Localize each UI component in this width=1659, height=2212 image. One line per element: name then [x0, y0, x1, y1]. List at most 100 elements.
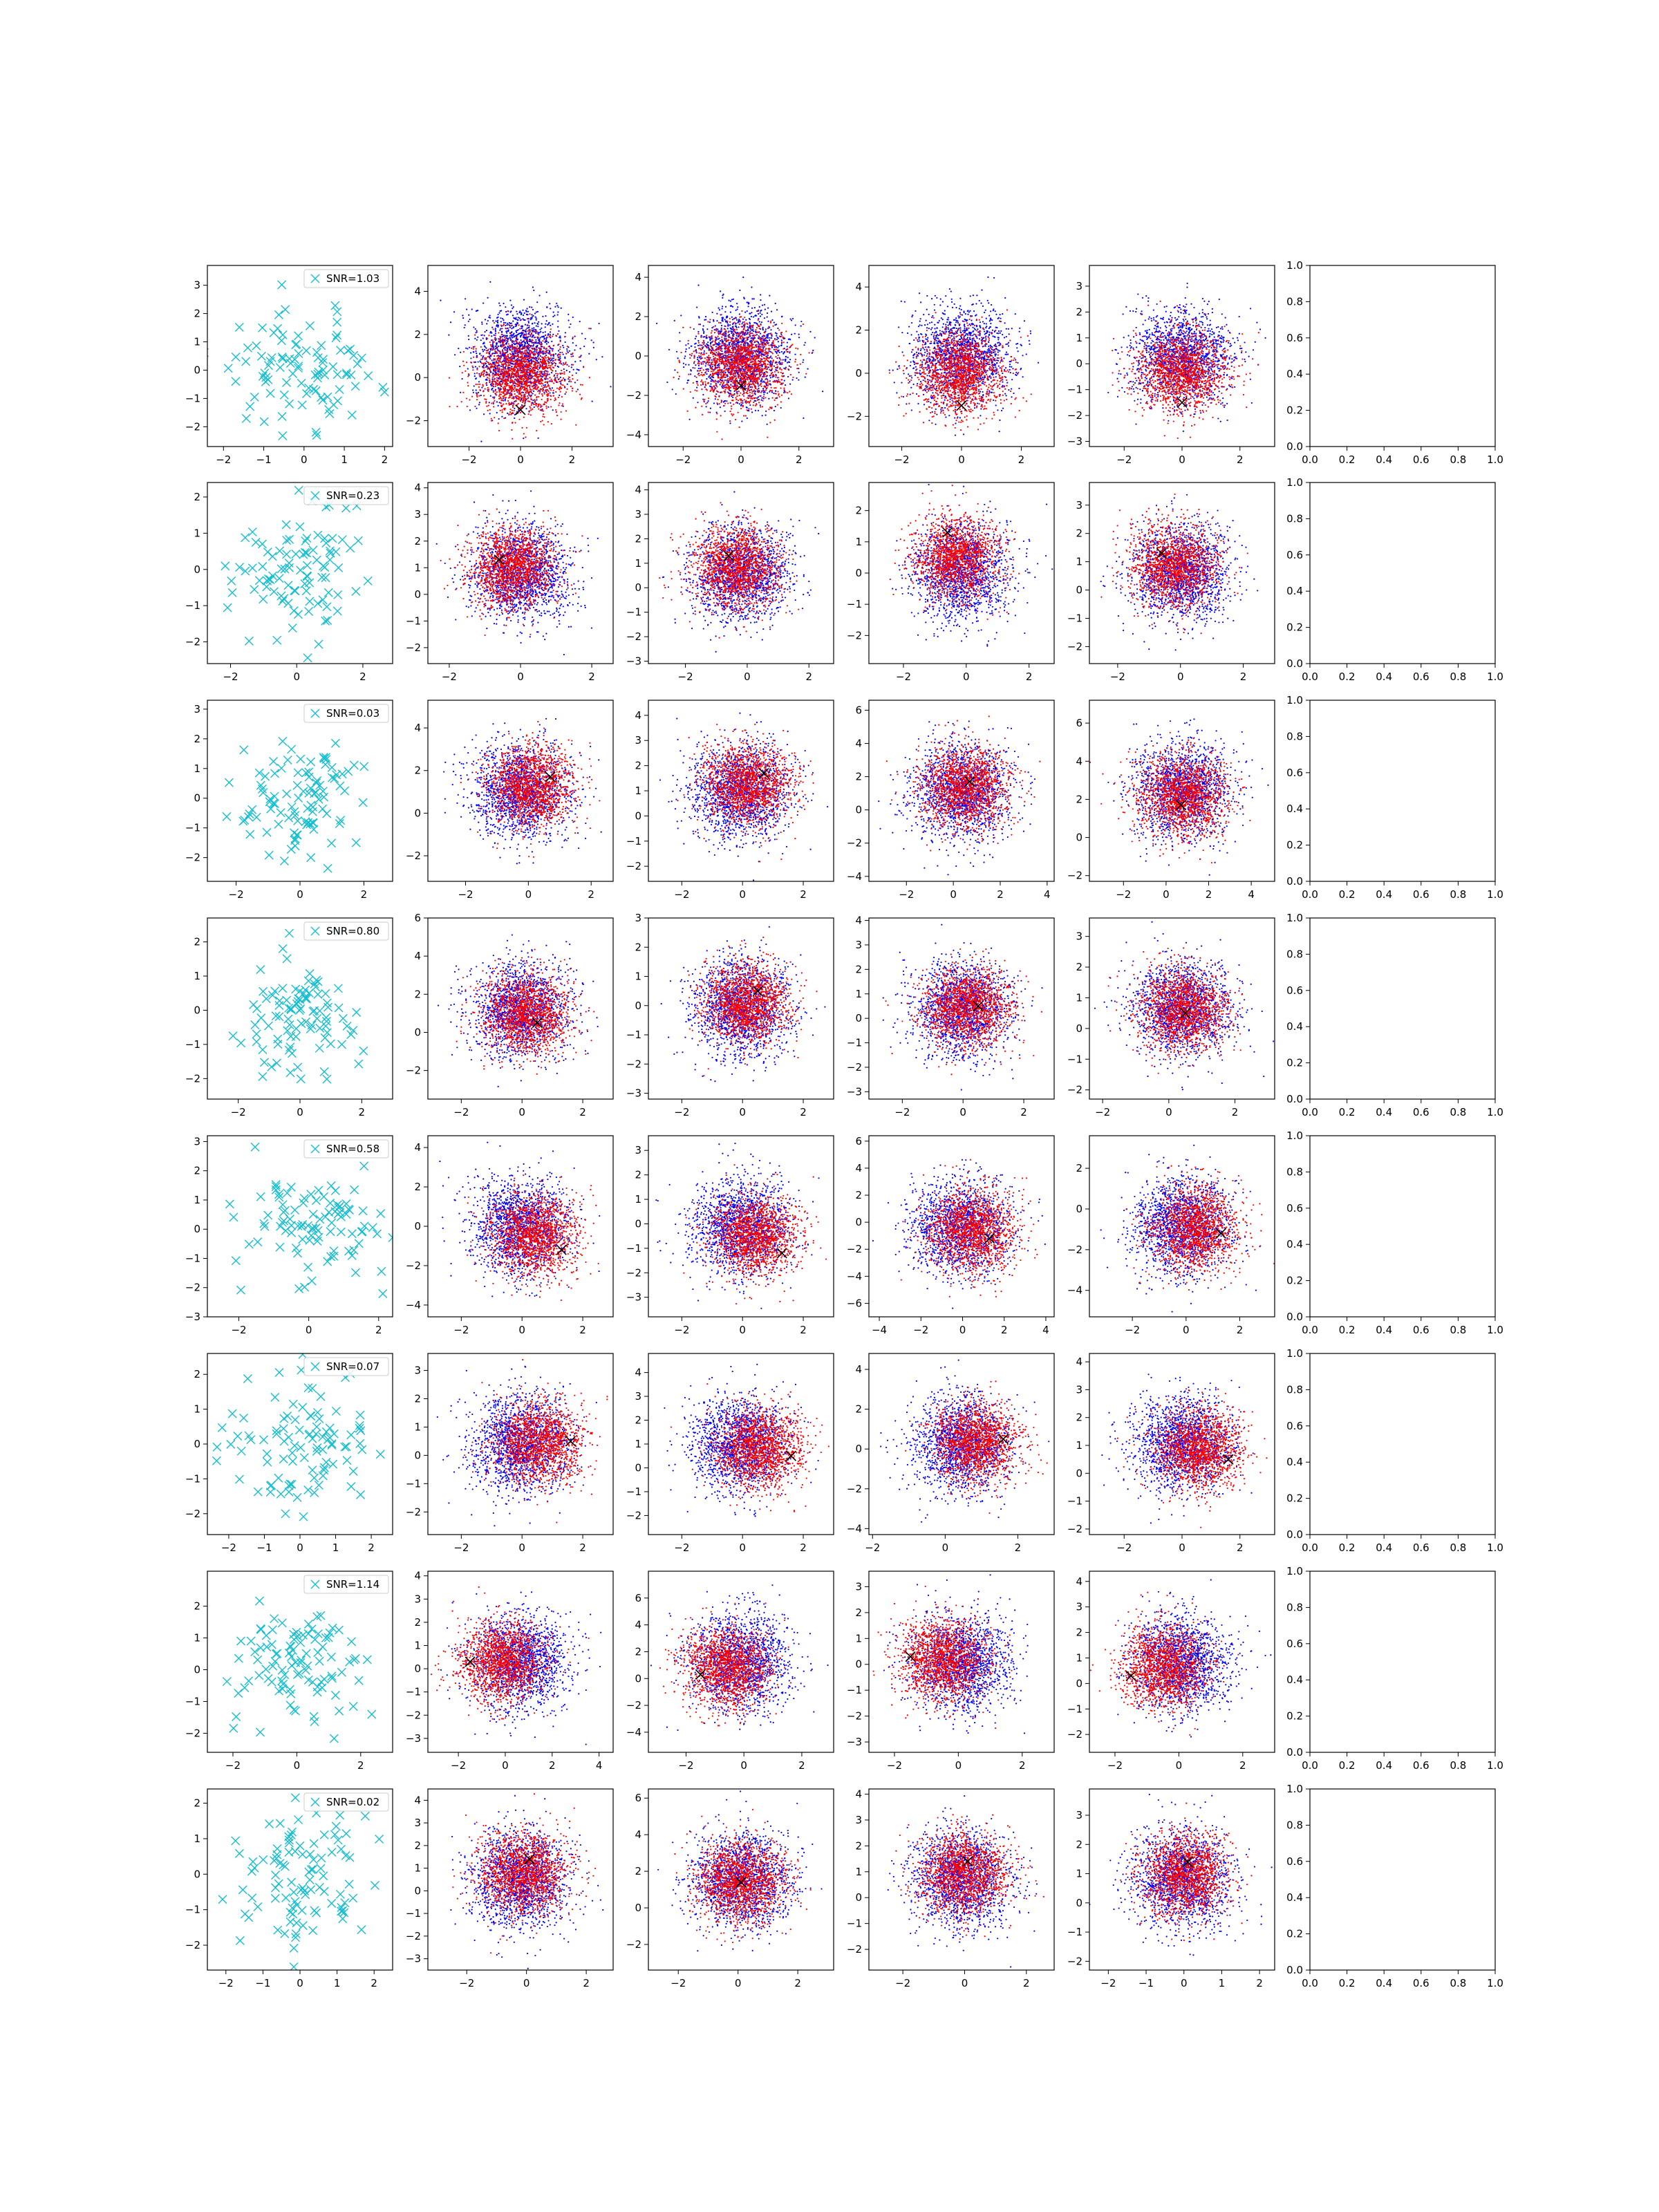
point-class-a [469, 319, 470, 320]
point-class-a [475, 366, 476, 367]
point-class-b [543, 424, 545, 425]
point-class-a [747, 302, 749, 303]
point-class-a [500, 317, 501, 319]
point-class-b [773, 340, 774, 341]
point-class-a [468, 321, 469, 322]
point-class-a [476, 339, 478, 341]
point-class-a [770, 360, 771, 362]
point-class-a [547, 324, 548, 326]
point-class-a [512, 337, 513, 338]
point-class-b [559, 378, 560, 379]
point-class-b [561, 405, 563, 406]
point-class-a [489, 402, 490, 403]
point-class-a [496, 342, 497, 344]
point-class-b [521, 397, 522, 399]
point-class-b [510, 375, 512, 377]
point-class-b [538, 376, 540, 377]
point-class-a [476, 310, 477, 312]
point-class-a [473, 326, 474, 328]
point-class-a [706, 378, 707, 379]
point-class-b [514, 353, 515, 354]
point-class-b [550, 353, 551, 355]
point-class-b [529, 406, 530, 407]
point-class-a [479, 402, 480, 403]
point-class-b [776, 370, 778, 371]
point-class-b [532, 339, 533, 340]
point-class-a [751, 316, 752, 317]
point-class-b [530, 366, 532, 368]
point-class-b [522, 372, 523, 373]
point-class-a [758, 385, 759, 386]
point-class-b [513, 373, 514, 374]
point-class-b [506, 373, 507, 374]
point-class-a [554, 306, 556, 308]
point-class-a [551, 359, 552, 361]
point-class-b [521, 348, 522, 350]
point-class-a [695, 343, 697, 344]
point-class-b [539, 350, 541, 351]
point-class-b [547, 381, 548, 382]
point-class-a [480, 339, 482, 341]
point-class-a [707, 345, 709, 346]
point-class-a [493, 386, 494, 387]
point-class-b [552, 366, 554, 368]
point-class-b [500, 378, 502, 379]
point-class-a [571, 366, 572, 368]
point-class-a [478, 361, 479, 362]
point-class-a [524, 345, 525, 346]
point-class-b [509, 364, 510, 366]
point-class-a [509, 327, 511, 328]
point-class-b [526, 357, 527, 358]
point-class-a [696, 387, 697, 388]
point-class-b [521, 392, 522, 393]
point-class-b [765, 382, 766, 383]
point-class-a [566, 348, 568, 350]
point-class-b [707, 321, 709, 322]
point-class-b [543, 393, 545, 395]
point-class-a [514, 385, 515, 386]
point-class-a [760, 315, 761, 317]
point-class-b [537, 386, 538, 388]
point-class-a [545, 331, 546, 332]
point-class-a [486, 384, 487, 386]
point-class-a [736, 308, 738, 310]
point-class-a [492, 320, 494, 321]
point-class-a [590, 328, 592, 329]
point-class-a [720, 322, 721, 324]
point-class-b [485, 357, 487, 359]
point-class-b [559, 402, 560, 404]
point-class-a [715, 383, 717, 384]
point-class-b [516, 371, 517, 373]
point-class-b [780, 401, 782, 402]
point-class-b [489, 381, 491, 382]
point-class-b [505, 384, 507, 385]
point-class-a [486, 365, 487, 366]
point-class-b [502, 350, 503, 352]
point-class-b [547, 384, 549, 385]
point-class-a [499, 305, 500, 306]
point-class-b [503, 367, 504, 368]
point-class-a [540, 355, 541, 357]
point-class-a [656, 323, 657, 324]
point-class-b [527, 371, 529, 373]
point-class-a [531, 314, 532, 315]
point-class-b [512, 422, 513, 424]
point-class-a [480, 441, 482, 442]
point-class-a [779, 352, 780, 353]
point-class-a [553, 312, 554, 313]
point-class-a [511, 366, 512, 367]
point-class-b [543, 347, 545, 348]
y-tick-label: 1 [194, 336, 200, 348]
point-class-a [763, 393, 765, 395]
point-class-a [509, 323, 511, 324]
point-class-a [482, 349, 483, 350]
point-class-b [553, 395, 554, 396]
point-class-a [515, 326, 516, 327]
point-class-b [491, 418, 492, 420]
point-class-b [540, 421, 541, 422]
point-class-b [538, 359, 539, 360]
point-class-a [493, 373, 494, 374]
point-class-a [547, 335, 549, 336]
point-class-a [732, 397, 733, 398]
point-class-b [740, 393, 741, 394]
